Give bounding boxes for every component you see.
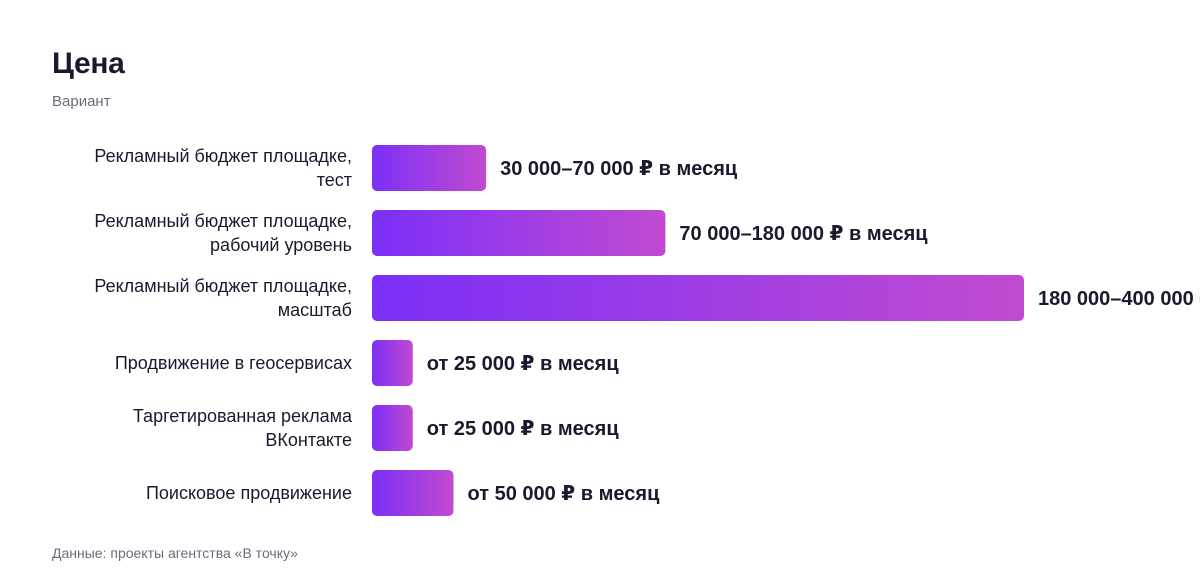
category-label-3: Продвижение в геосервисах (115, 353, 352, 373)
chart-subtitle: Вариант (52, 93, 111, 110)
bar-0 (372, 145, 487, 191)
chart-title: Цена (52, 47, 125, 80)
category-label-2: Рекламный бюджет площадке, масштаб (94, 276, 352, 320)
data-source-note: Данные: проекты агентства «В точку» (52, 545, 298, 561)
category-label-1: Рекламный бюджет площадке, рабочий уровен… (94, 211, 352, 255)
value-label-4: от 25 000 ₽ в месяц (427, 418, 620, 440)
category-label-5: Поисковое продвижение (146, 483, 352, 503)
bar-2 (372, 275, 1024, 321)
bar-5 (372, 470, 454, 516)
bars-group: Рекламный бюджет площадке, тест 30 000–70 … (94, 145, 1200, 516)
value-label-3: от 25 000 ₽ в месяц (427, 353, 620, 375)
value-label-0: 30 000–70 000 ₽ в месяц (500, 158, 738, 180)
value-label-5: от 50 000 ₽ в месяц (468, 483, 661, 505)
value-label-2: 180 000–400 000 ₽ в месяц (1038, 288, 1200, 310)
bar-1 (372, 210, 666, 256)
category-label-0: Рекламный бюджет площадке, тест (94, 146, 352, 190)
category-label-4: Таргетированная реклама ВКонтакте (133, 406, 353, 450)
value-label-1: 70 000–180 000 ₽ в месяц (679, 223, 928, 245)
bar-4 (372, 405, 413, 451)
bar-3 (372, 340, 413, 386)
